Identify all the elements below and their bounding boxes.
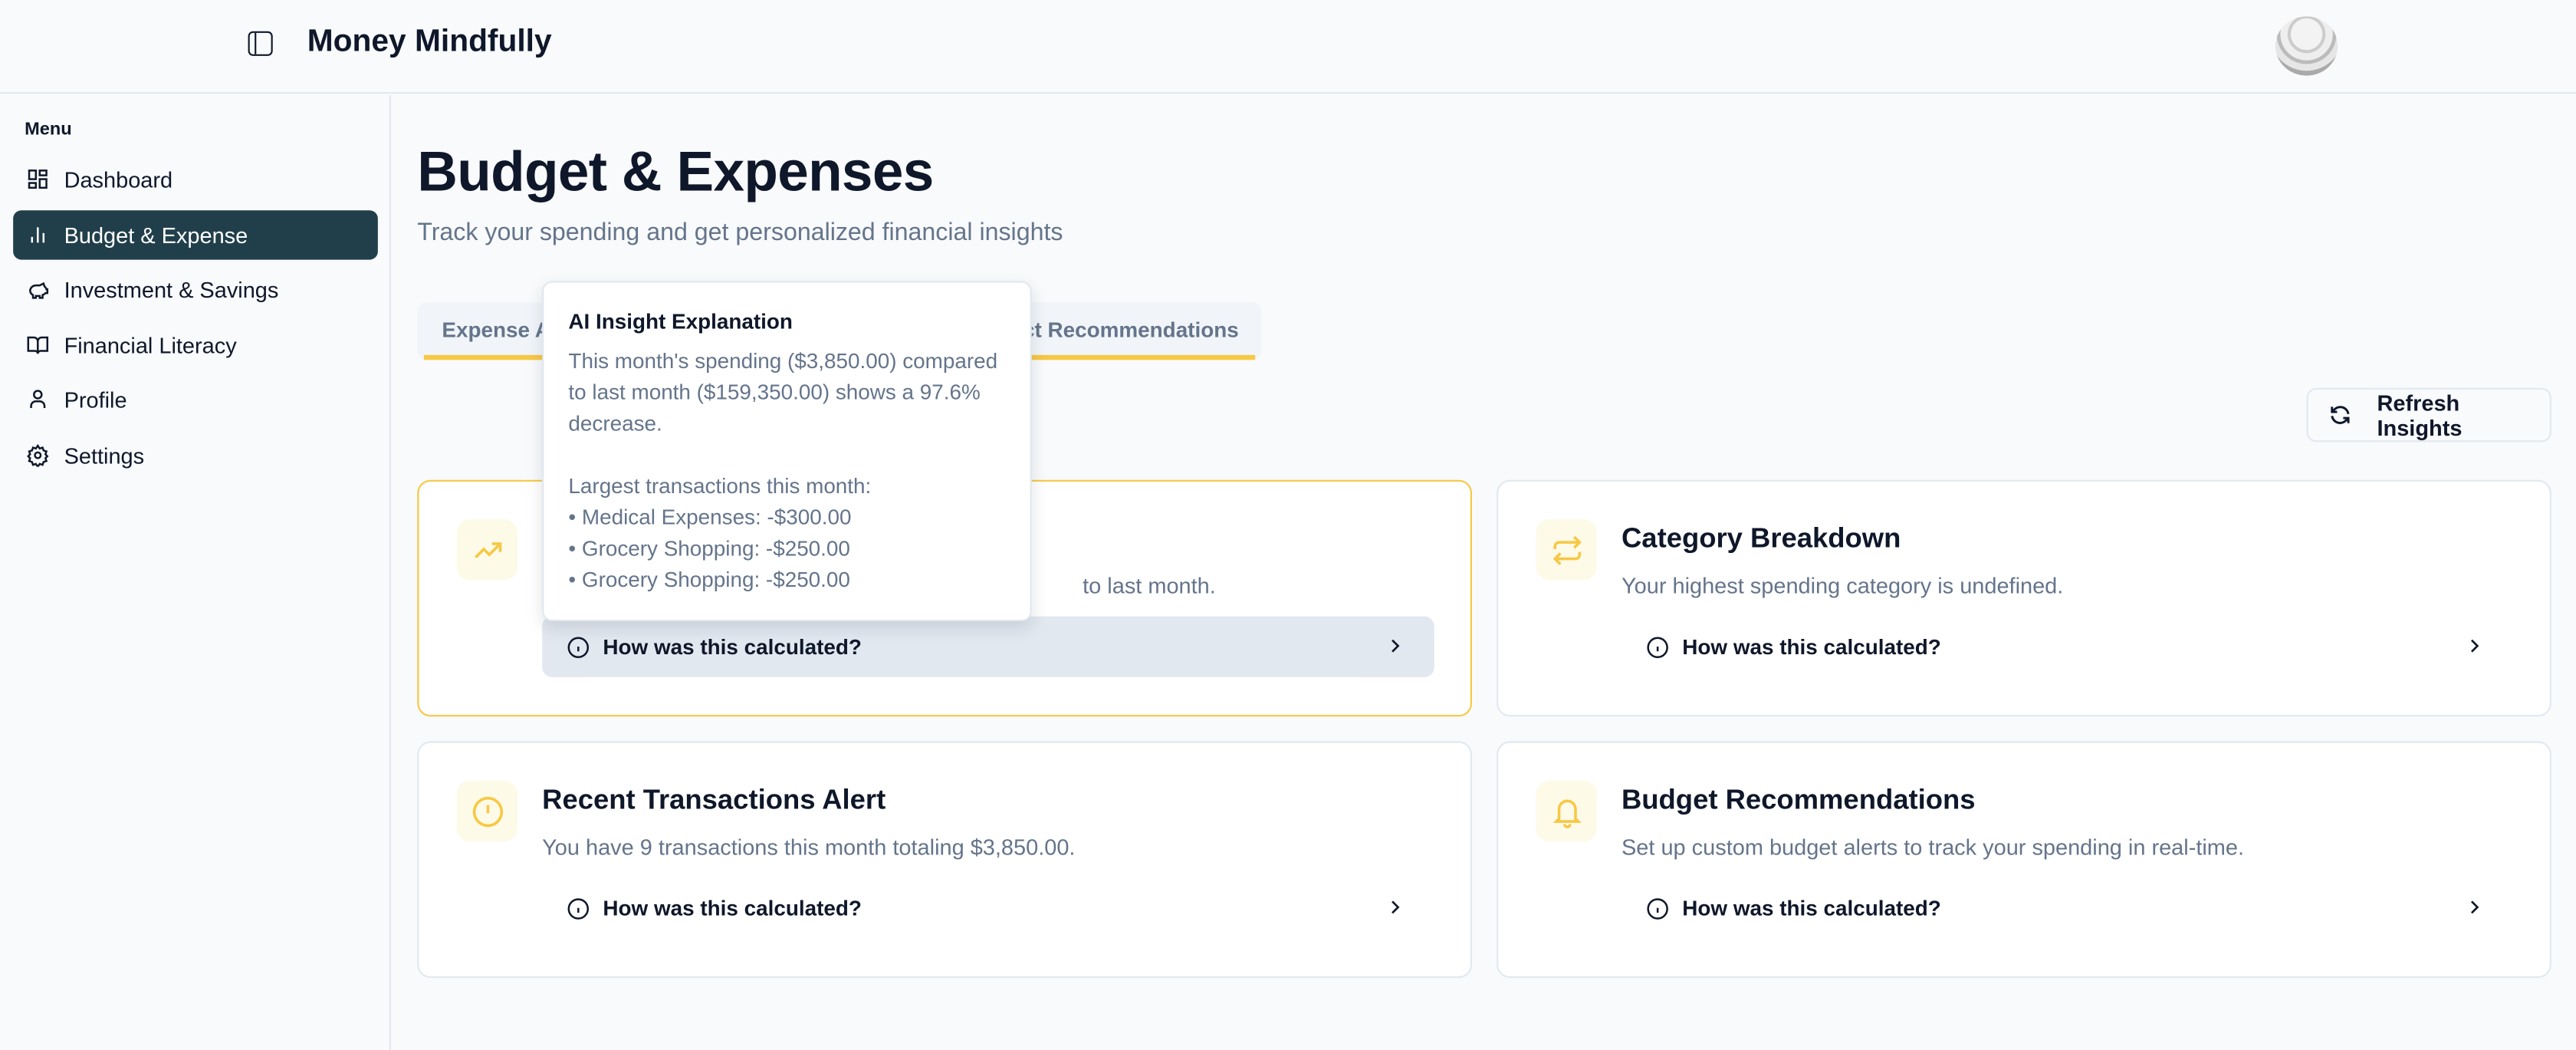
tooltip-body: This month's spending ($3,850.00) compar… <box>568 345 1005 595</box>
bar-chart-icon <box>31 227 45 243</box>
chevron-right-icon <box>1392 900 1400 914</box>
alert-circle-icon <box>472 795 502 827</box>
top-header: Money Mindfully <box>0 0 2576 94</box>
sidebar-item-budget-expense[interactable]: Budget & Expense <box>13 210 378 260</box>
tooltip-line: Largest transactions this month: <box>568 473 872 499</box>
sidebar-item-label: Investment & Savings <box>64 277 279 302</box>
gear-icon <box>27 443 49 467</box>
card-title: Recent Transactions Alert <box>542 784 886 815</box>
card-description: You have 9 transactions this month total… <box>542 834 1076 860</box>
info-icon <box>1647 897 1668 919</box>
tooltip-title: AI Insight Explanation <box>568 308 793 334</box>
card-description: to last month. <box>1083 573 1216 598</box>
refresh-insights-label: Refresh Insights <box>2377 390 2463 440</box>
app-title: Money Mindfully <box>307 25 552 60</box>
refresh-icon <box>2331 406 2350 424</box>
card-description: Set up custom budget alerts to track you… <box>1622 834 2245 860</box>
dashboard-icon <box>28 170 48 189</box>
chevron-right-icon <box>1392 639 1400 653</box>
chevron-right-icon <box>2470 639 2479 653</box>
sidebar-item-financial-literacy[interactable]: Financial Literacy <box>13 321 378 370</box>
trending-up-icon <box>474 541 501 558</box>
how-calculated-button[interactable]: How was this calculated? <box>542 877 1434 938</box>
sidebar-item-label: Financial Literacy <box>64 332 237 358</box>
card-description: Your highest spending category is undefi… <box>1622 573 2064 598</box>
sidebar-item-label: Budget & Expense <box>64 222 248 248</box>
tooltip-line: to last month ($159,350.00) shows a 97.6… <box>568 379 981 405</box>
arrows-exchange-icon <box>1552 535 1581 564</box>
tooltip-line <box>568 439 1005 470</box>
ai-insight-tooltip: AI Insight Explanation This month's spen… <box>542 281 1032 621</box>
card-title: Budget Recommendations <box>1622 784 1976 815</box>
refresh-insights-button[interactable]: Refresh Insights <box>2306 387 2551 443</box>
how-calculated-button[interactable]: How was this calculated? <box>542 616 1434 677</box>
how-calculated-label: How was this calculated? <box>1682 895 1941 920</box>
how-calculated-label: How was this calculated? <box>603 895 862 920</box>
sidebar: Menu Dashboard Budget & Expense Investme… <box>0 95 391 1050</box>
tooltip-line: This month's spending ($3,850.00) compar… <box>568 348 998 374</box>
sidebar-item-dashboard[interactable]: Dashboard <box>13 154 378 203</box>
sidebar-item-profile[interactable]: Profile <box>13 375 378 424</box>
menu-label: Menu <box>25 120 72 140</box>
page-title: Budget & Expenses <box>417 141 934 204</box>
user-icon <box>30 390 46 408</box>
info-icon <box>567 897 590 919</box>
piggy-bank-icon <box>29 281 49 299</box>
sidebar-item-investment-savings[interactable]: Investment & Savings <box>13 265 378 314</box>
chevron-right-icon <box>2470 900 2479 914</box>
sidebar-item-label: Settings <box>64 443 145 468</box>
bell-icon <box>1552 798 1581 828</box>
info-icon <box>1647 636 1668 657</box>
page-subtitle: Track your spending and get personalized… <box>417 219 1063 247</box>
how-calculated-button[interactable]: How was this calculated? <box>1622 617 2514 677</box>
sidebar-item-settings[interactable]: Settings <box>13 430 378 479</box>
tooltip-line: decrease. <box>568 410 662 436</box>
book-icon <box>27 336 49 354</box>
sidebar-item-label: Dashboard <box>64 166 173 192</box>
tooltip-line: • Medical Expenses: -$300.00 <box>568 504 852 529</box>
card-title: Category Breakdown <box>1622 522 1901 555</box>
how-calculated-label: How was this calculated? <box>603 634 862 660</box>
info-icon <box>567 636 590 657</box>
how-calculated-label: How was this calculated? <box>1682 634 1941 660</box>
insight-card-budget-recommendations: Budget Recommendations Set up custom bud… <box>1497 741 2551 978</box>
sidebar-toggle-icon[interactable] <box>248 31 273 56</box>
tooltip-line: • Grocery Shopping: -$250.00 <box>568 535 850 561</box>
sidebar-item-label: Profile <box>64 387 127 412</box>
avatar[interactable] <box>2275 16 2338 76</box>
tooltip-line: • Grocery Shopping: -$250.00 <box>568 567 850 592</box>
insight-card-recent-transactions: Recent Transactions Alert You have 9 tra… <box>417 741 1473 978</box>
how-calculated-button[interactable]: How was this calculated? <box>1622 877 2514 938</box>
insight-card-category-breakdown: Category Breakdown Your highest spending… <box>1497 479 2551 717</box>
tab-product-recommendations[interactable]: ct Recommendations <box>973 302 1256 360</box>
